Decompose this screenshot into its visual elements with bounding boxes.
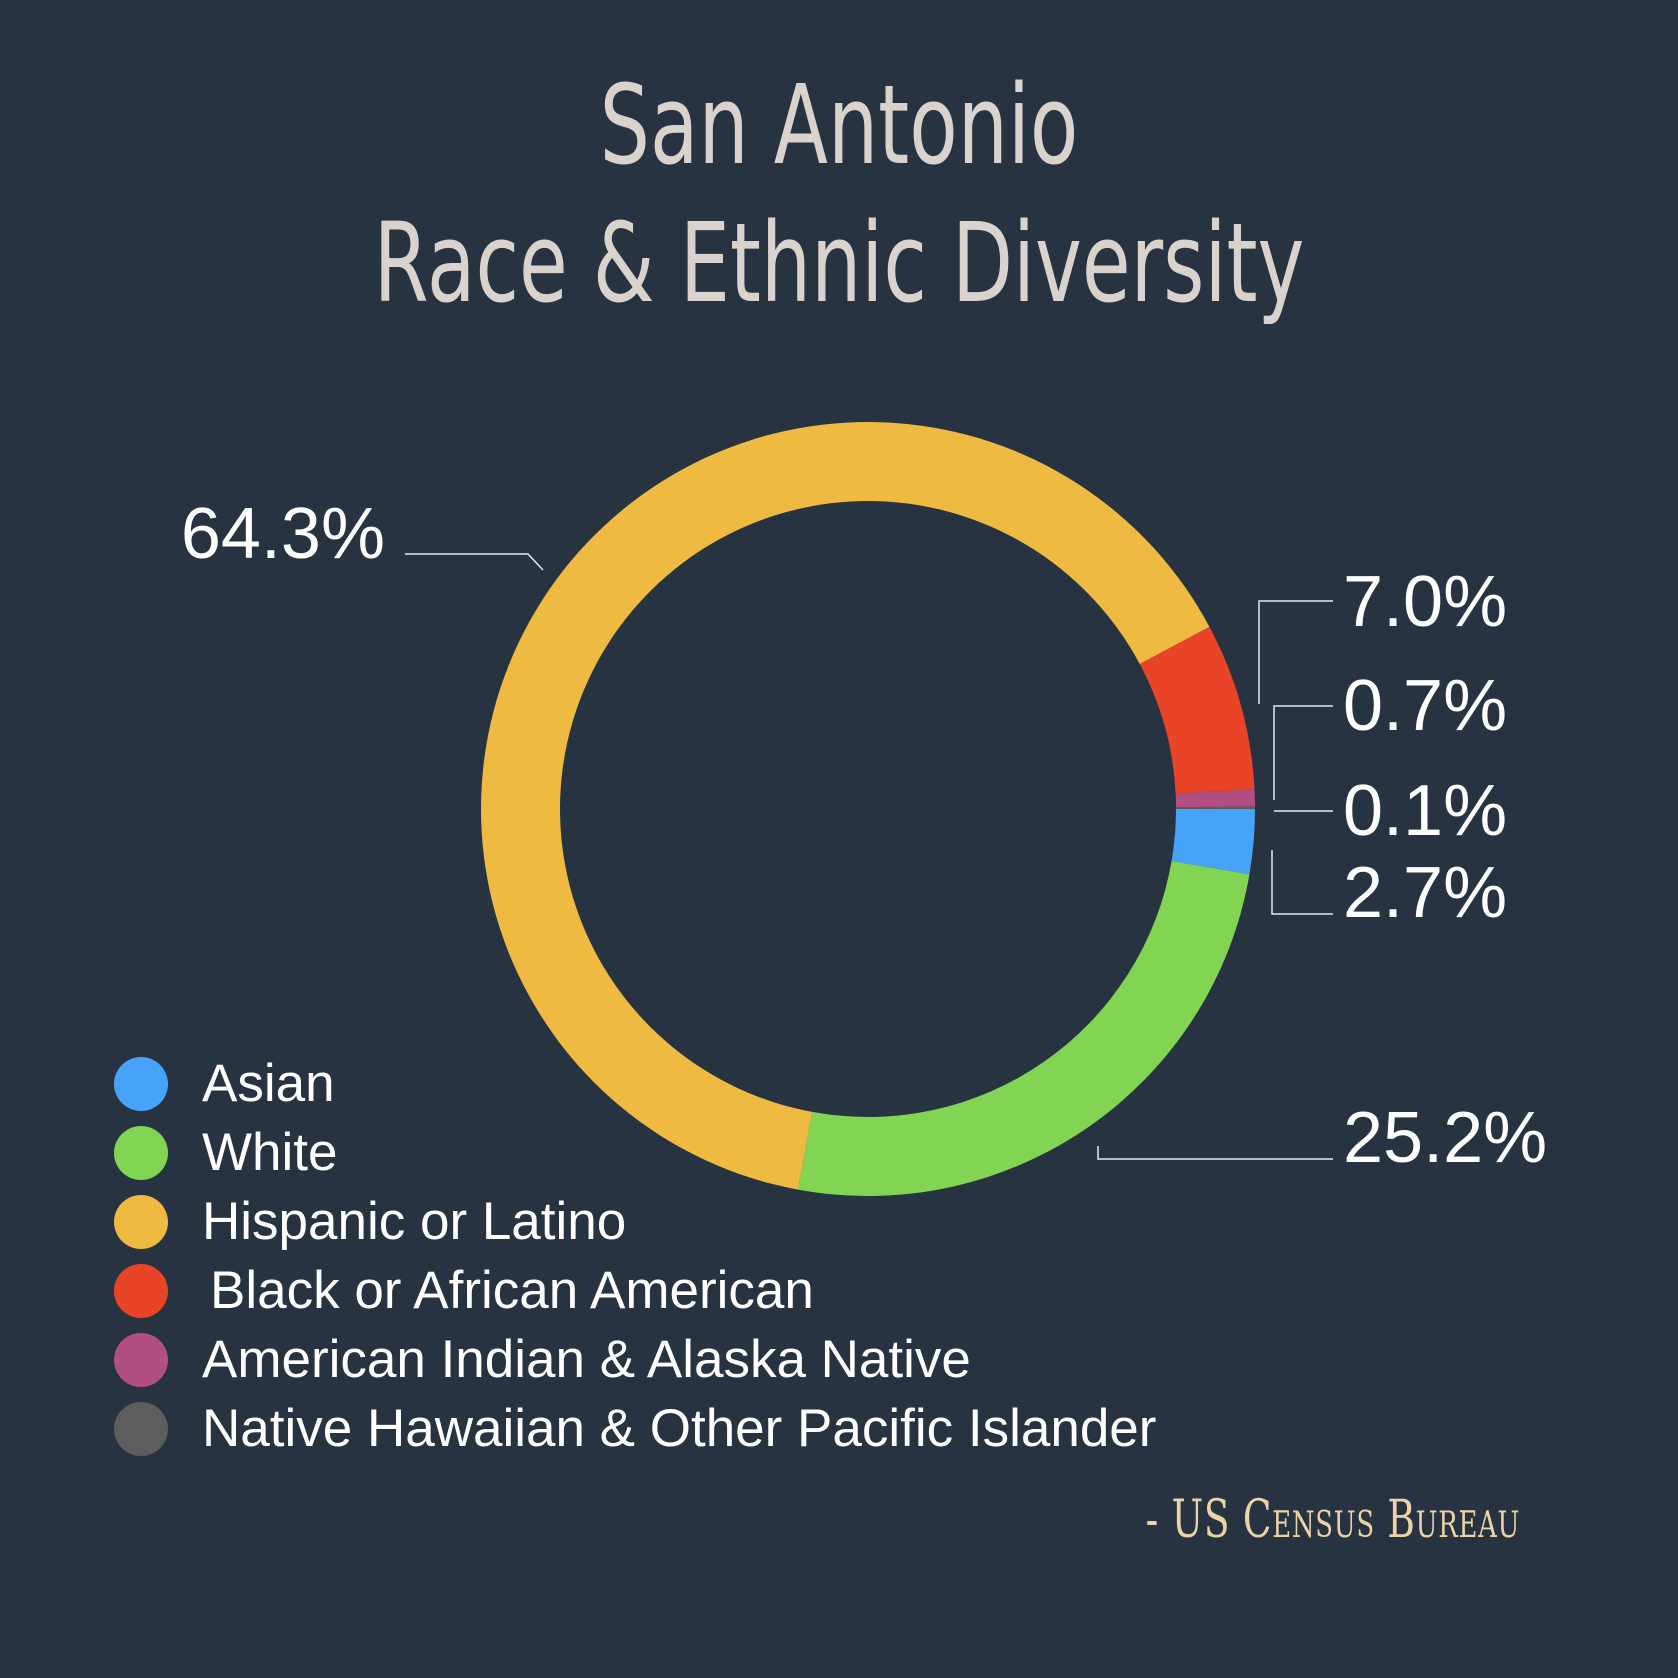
legend-swatch-black <box>114 1263 168 1318</box>
leader-line-hispanic-or-latino <box>405 553 544 571</box>
legend-label-american-indian: American Indian & Alaska Native <box>202 1330 971 1389</box>
legend-item-black: Black or African American <box>114 1256 1156 1325</box>
legend-label-white: White <box>202 1123 338 1182</box>
leader-line-american-indian-alaska-native <box>1273 705 1333 800</box>
leader-line-black-or-african-american <box>1258 600 1333 704</box>
legend-label-black: Black or African American <box>210 1261 814 1320</box>
data-label-hispanic-or-latino: 64.3% <box>181 494 385 574</box>
legend-label-hispanic: Hispanic or Latino <box>202 1192 627 1251</box>
legend-item-native-hawaiian: Native Hawaiian & Other Pacific Islander <box>114 1394 1156 1463</box>
data-label-white: 25.2% <box>1343 1098 1547 1178</box>
legend-swatch-white <box>114 1125 168 1180</box>
legend-item-asian: Asian <box>114 1049 1156 1118</box>
source-credit: - US Census Bureau <box>1145 1490 1520 1550</box>
legend: Asian White Hispanic or Latino Black or … <box>114 1049 1156 1463</box>
data-label-native-hawaiian-other-pacific-islander: 0.1% <box>1343 771 1507 851</box>
legend-label-asian: Asian <box>202 1054 335 1113</box>
legend-swatch-asian <box>114 1056 168 1111</box>
chart-title-line-2: Race & Ethnic Diversity <box>373 199 1305 327</box>
legend-item-hispanic: Hispanic or Latino <box>114 1187 1156 1256</box>
legend-item-white: White <box>114 1118 1156 1187</box>
chart-title-line-1: San Antonio <box>599 61 1079 189</box>
data-label-american-indian-alaska-native: 0.7% <box>1343 666 1507 746</box>
donut-slice-black-or-african-american <box>1139 626 1255 794</box>
legend-item-american-indian: American Indian & Alaska Native <box>114 1325 1156 1394</box>
legend-swatch-american-indian <box>114 1332 168 1387</box>
legend-swatch-hispanic <box>114 1194 168 1249</box>
data-label-asian: 2.7% <box>1343 853 1507 933</box>
donut-slice-american-indian-alaska-native <box>1175 789 1255 808</box>
leader-line-white <box>1097 1146 1333 1160</box>
legend-label-native-hawaiian: Native Hawaiian & Other Pacific Islander <box>202 1399 1157 1458</box>
leader-line-asian <box>1271 850 1333 915</box>
donut-slice-native-hawaiian-other-pacific-islander <box>1175 806 1255 809</box>
donut-slice-asian <box>1171 809 1255 875</box>
legend-swatch-native-hawaiian <box>114 1401 168 1456</box>
donut-slice-white <box>797 861 1250 1196</box>
data-label-black-or-african-american: 7.0% <box>1343 562 1507 642</box>
